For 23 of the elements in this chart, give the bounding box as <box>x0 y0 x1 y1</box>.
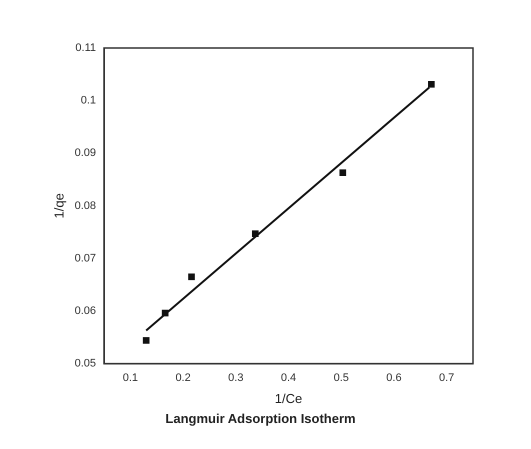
point <box>252 230 259 238</box>
y-axis-title: 1/qe <box>51 193 66 218</box>
x-tick-label: 0.3 <box>228 372 244 384</box>
point <box>142 337 150 344</box>
y-tick-label: 0.1 <box>80 94 96 107</box>
point <box>339 169 346 176</box>
y-tick-label: 0.08 <box>74 200 96 212</box>
y-tick-label: 0.11 <box>75 42 96 54</box>
y-tick-label: 0.06 <box>74 305 96 318</box>
y-tick-label: 0.05 <box>74 358 96 370</box>
y-tick-label: 0.09 <box>74 147 96 160</box>
x-tick-label: 0.6 <box>386 372 402 384</box>
x-tick-label: 0.5 <box>334 372 349 384</box>
point <box>428 80 435 88</box>
x-tick-label: 0.4 <box>280 372 296 384</box>
point <box>162 310 168 316</box>
x-tick-label: 0.1 <box>122 372 138 384</box>
x-tick-label: 0.2 <box>175 372 191 384</box>
point <box>188 273 195 280</box>
y-tick-label: 0.07 <box>74 252 96 264</box>
text: Langmuir Adsorption Isotherm <box>165 410 356 426</box>
x-tick-label: 0.7 <box>438 372 454 384</box>
x-axis-title: 1/Ce <box>274 391 302 406</box>
